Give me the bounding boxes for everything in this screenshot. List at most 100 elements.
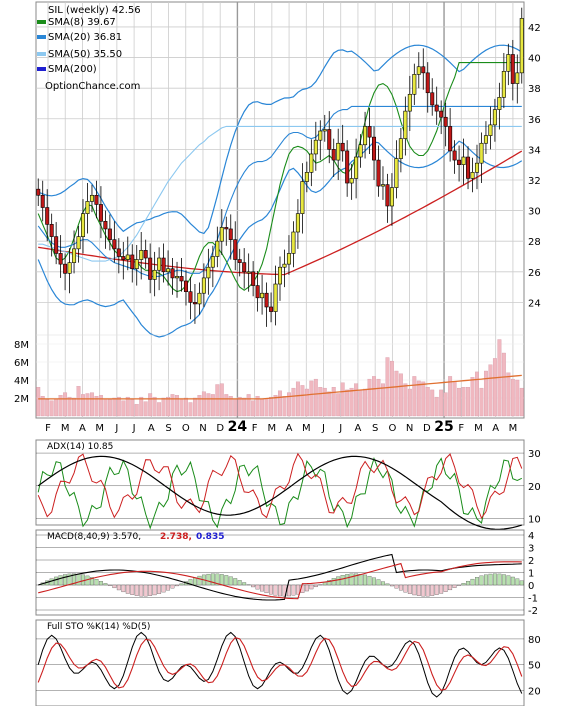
candle-body [408, 94, 411, 111]
macd-histogram-bar [507, 576, 511, 585]
volume-bar [430, 390, 434, 416]
volume-bar [126, 397, 130, 416]
x-tick-label: S [165, 423, 171, 434]
macd-histogram-bar [345, 574, 349, 585]
candle-body [314, 140, 317, 154]
volume-bar [395, 371, 399, 416]
candle-body [144, 250, 147, 258]
macd-histogram-bar [274, 585, 278, 595]
y-tick-label: 40 [528, 54, 541, 65]
macd-histogram-bar [77, 574, 81, 585]
candle-body [260, 293, 263, 298]
volume-bar [457, 388, 461, 416]
candle-body [68, 263, 71, 274]
macd-histogram-bar [166, 585, 170, 590]
candle-body [296, 214, 299, 232]
volume-bar [417, 381, 421, 416]
macd-histogram-bar [341, 575, 345, 585]
volume-bar [426, 387, 430, 416]
candle-body [166, 269, 169, 272]
macd-histogram-bar [332, 578, 336, 585]
candle-body [251, 272, 254, 286]
legend-sma8: SMA(8) 39.67 [48, 17, 116, 28]
candle-body [390, 188, 393, 206]
macd-histogram-bar [363, 575, 367, 585]
macd-title: MACD(8,40,9) 3.570, [47, 532, 141, 542]
macd-histogram-bar [368, 576, 372, 585]
volume-bar [68, 397, 72, 416]
candle-body [502, 71, 505, 97]
macd-histogram-bar [439, 585, 443, 593]
volume-bar [296, 382, 300, 416]
y-tick-label: 0 [528, 581, 534, 592]
volume-bar [354, 384, 358, 416]
candle-body [323, 129, 326, 131]
legend-swatch-sma8 [37, 20, 46, 24]
candle-body [431, 93, 434, 105]
volume-bar [493, 358, 497, 416]
volume-bar [323, 388, 327, 416]
candle-body [457, 160, 460, 165]
candle-body [498, 97, 501, 109]
macd-histogram-bar [399, 585, 403, 590]
candle-body [135, 260, 138, 269]
macd-histogram-bar [130, 585, 134, 595]
candle-body [417, 67, 420, 75]
x-tick-label: M [474, 423, 483, 434]
candle-body [198, 293, 201, 304]
y-tick-label: 42 [528, 23, 541, 34]
candle-body [122, 256, 125, 259]
macd-histogram-bar [453, 585, 457, 588]
volume-bar [157, 403, 161, 417]
volume-bar [108, 400, 112, 416]
macd-histogram-bar [220, 574, 224, 585]
macd-histogram-bar [81, 575, 85, 585]
macd-histogram-bar [175, 585, 179, 586]
macd-histogram-bar [180, 584, 184, 585]
candle-body [466, 157, 469, 178]
candle-body [475, 163, 478, 172]
macd-histogram-bar [233, 578, 237, 585]
macd-histogram-bar [122, 585, 126, 592]
macd-histogram-bar [113, 585, 117, 588]
macd-histogram-bar [421, 585, 425, 596]
volume-bar [310, 381, 314, 416]
macd-histogram-bar [305, 585, 309, 591]
y-tick-label: -1 [528, 594, 538, 605]
candle-body [184, 281, 187, 292]
macd-histogram-bar [498, 574, 502, 585]
candle-body [345, 151, 348, 183]
candle-body [59, 253, 62, 264]
candle-body [350, 178, 353, 183]
candle-body [108, 229, 111, 240]
volume-bar [130, 400, 134, 416]
y-tick-label: 30 [528, 449, 541, 460]
volume-bar [439, 390, 443, 416]
x-tick-label: 24 [228, 419, 248, 435]
candle-body [274, 284, 277, 312]
candle-body [202, 278, 205, 293]
candle-body [386, 185, 389, 206]
volume-bar [117, 397, 121, 416]
candle-body [422, 67, 425, 73]
y-tick-label: 36 [528, 115, 541, 126]
x-tick-label: A [79, 423, 86, 434]
candle-body [265, 293, 268, 307]
macd-histogram-bar [471, 579, 475, 585]
volume-bar [278, 391, 282, 416]
macd-histogram-bar [435, 585, 439, 595]
volume-bar [413, 376, 417, 416]
y-tick-label: 38 [528, 84, 541, 95]
candle-body [278, 267, 281, 284]
volume-bar [484, 371, 488, 416]
legend-sma200: SMA(200) [48, 64, 97, 75]
volume-bar [72, 398, 76, 416]
volume-bar [314, 379, 318, 416]
candle-body [77, 237, 80, 249]
volume-bar [350, 388, 354, 416]
macd-histogram-bar [466, 581, 470, 585]
volume-bar [247, 394, 251, 416]
candle-body [157, 258, 160, 270]
